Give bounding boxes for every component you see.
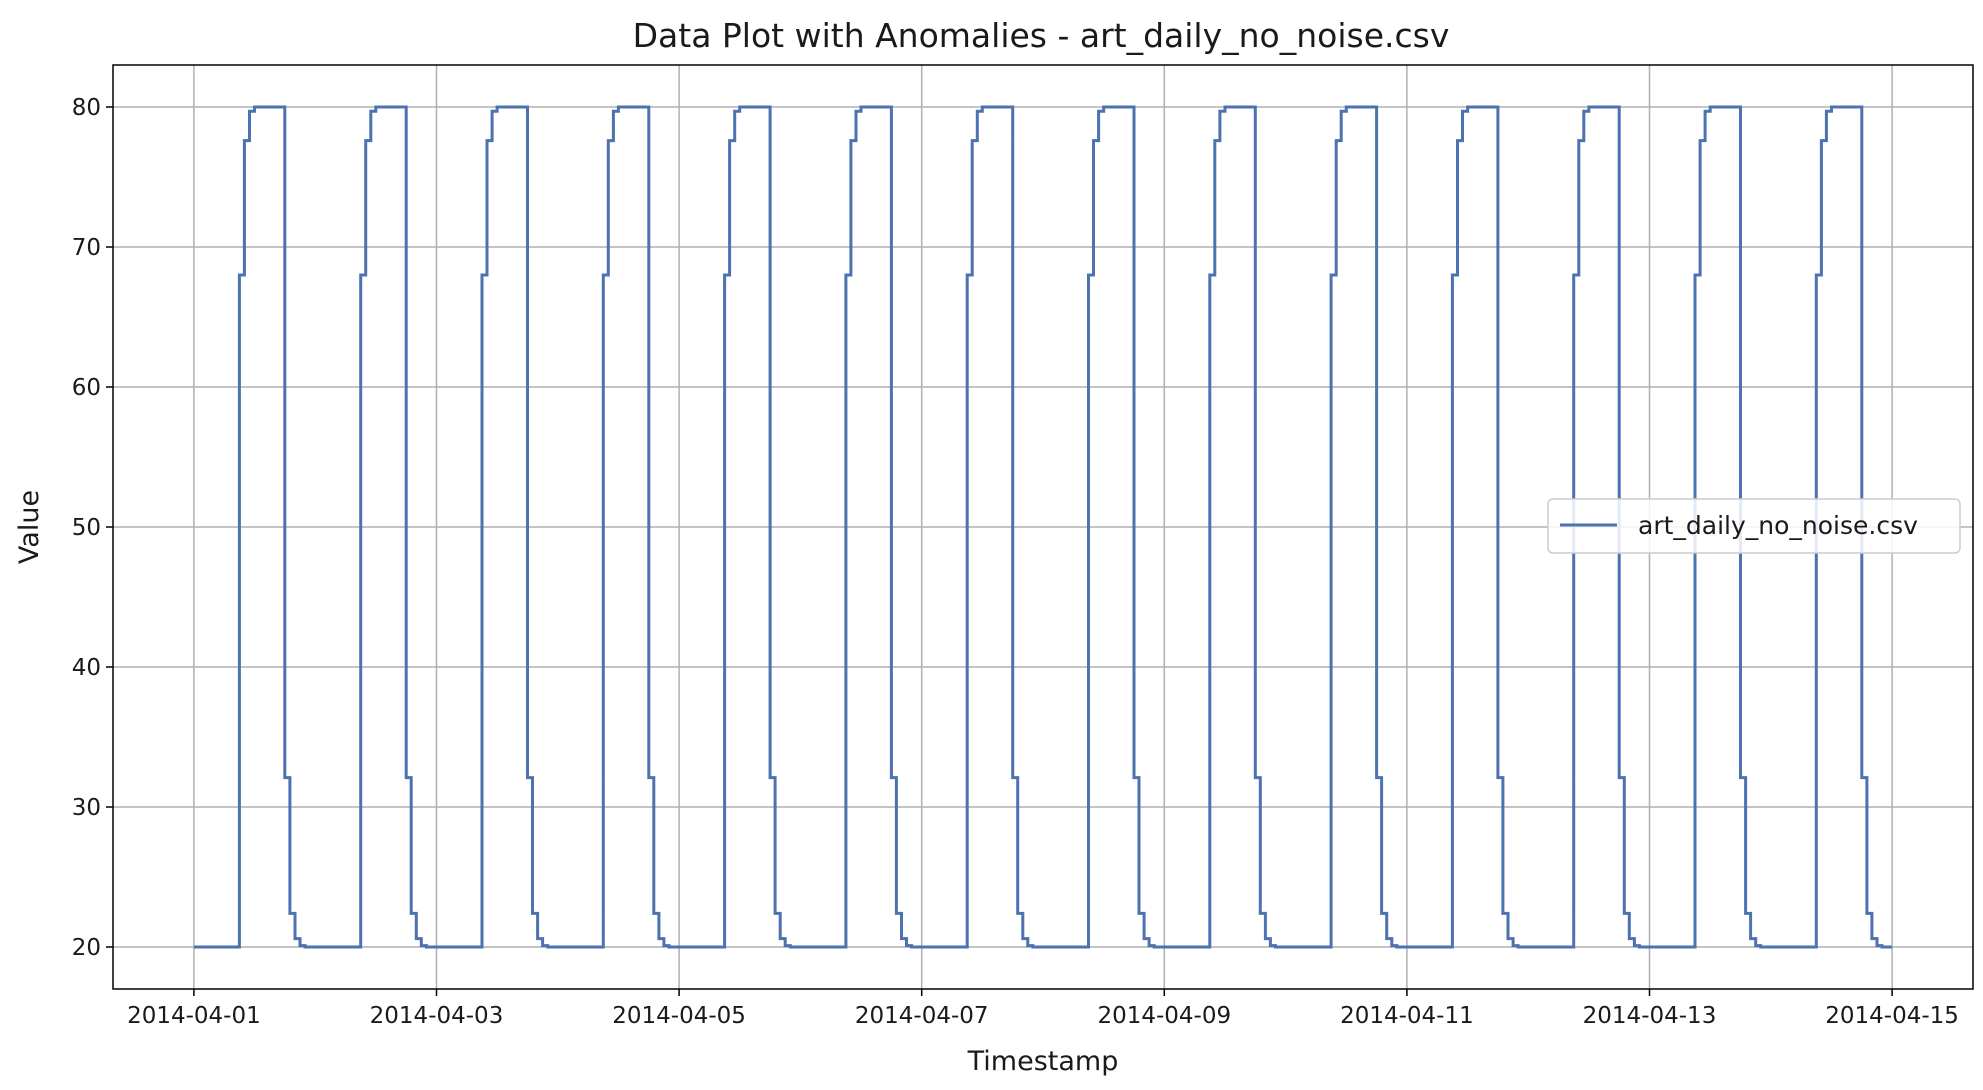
legend-box (1547, 498, 1961, 554)
y-tick-label: 80 (72, 95, 101, 121)
legend-label: art_daily_no_noise.csv (1638, 511, 1918, 540)
y-tick-label: 70 (72, 235, 101, 261)
x-tick-label: 2014-04-13 (1583, 1003, 1717, 1029)
y-axis: 20 30 40 50 60 70 80 (72, 95, 113, 961)
x-axis-label: Timestamp (967, 1046, 1119, 1077)
x-axis: 2014-04-01 2014-04-03 2014-04-05 2014-04-07… (127, 989, 1959, 1029)
x-tick-label: 2014-04-09 (1097, 1003, 1231, 1029)
x-tick-label: 2014-04-15 (1825, 1003, 1959, 1029)
y-tick-label: 60 (72, 375, 101, 401)
x-tick-label: 2014-04-11 (1340, 1003, 1474, 1029)
y-tick-label: 50 (72, 515, 101, 541)
y-tick-label: 30 (72, 795, 101, 821)
series-layer (193, 105, 1893, 949)
y-axis-label: Value (14, 490, 45, 564)
x-tick-label: 2014-04-05 (612, 1003, 746, 1029)
legend: art_daily_no_noise.csv (1547, 498, 1961, 554)
x-tick-label: 2014-04-07 (855, 1003, 989, 1029)
y-tick-label: 20 (72, 935, 101, 961)
x-tick-label: 2014-04-01 (127, 1003, 261, 1029)
y-tick-label: 40 (72, 655, 101, 681)
x-tick-label: 2014-04-03 (370, 1003, 504, 1029)
series-line (193, 105, 1893, 949)
chart-title: Data Plot with Anomalies - art_daily_no_… (633, 16, 1450, 55)
